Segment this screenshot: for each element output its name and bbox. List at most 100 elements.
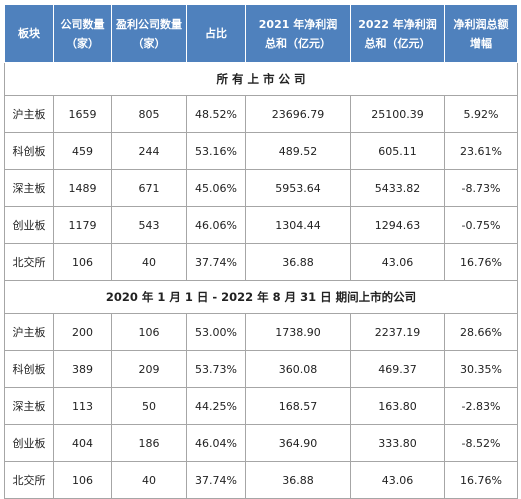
header-line: 总和（亿元） (364, 36, 431, 50)
cell: 36.88 (245, 243, 351, 281)
data-row: 沪主板 200 106 53.00% 1738.90 2237.19 28.66% (4, 313, 518, 351)
cell: 36.88 (245, 461, 351, 499)
cell: 244 (111, 132, 187, 170)
cell: 2237.19 (350, 313, 445, 351)
cell: 1294.63 (350, 206, 445, 244)
header-line: 占比 (205, 27, 227, 40)
header-cell: 盈利公司数量 （家） (111, 4, 187, 63)
header-line: 增幅 (470, 36, 492, 50)
cell: 209 (111, 350, 187, 388)
cell: 深主板 (4, 169, 54, 207)
cell: 28.66% (444, 313, 518, 351)
cell: 1738.90 (245, 313, 351, 351)
table-body: 所 有 上 市 公 司沪主板 1659 805 48.52% 23696.79 25100… (4, 62, 518, 499)
cell: 23696.79 (245, 95, 351, 133)
cell: 5433.82 (350, 169, 445, 207)
cell: 46.04% (186, 424, 246, 462)
cell: 北交所 (4, 461, 54, 499)
cell: 671 (111, 169, 187, 207)
cell: 106 (53, 461, 112, 499)
cell: 459 (53, 132, 112, 170)
header-line: （家） (132, 36, 166, 50)
header-line: 2021 年净利润 (258, 17, 338, 31)
cell: 16.76% (444, 243, 518, 281)
cell: 360.08 (245, 350, 351, 388)
cell: 37.74% (186, 243, 246, 281)
cell: 30.35% (444, 350, 518, 388)
cell: 48.52% (186, 95, 246, 133)
cell: 40 (111, 461, 187, 499)
section-title: 2020 年 1 月 1 日 - 2022 年 8 月 31 日 期间上市的公司 (4, 280, 518, 314)
cell: 科创板 (4, 132, 54, 170)
cell: 469.37 (350, 350, 445, 388)
data-row: 深主板 1489 671 45.06% 5953.64 5433.82 -8.73% (4, 169, 518, 207)
cell: 深主板 (4, 387, 54, 425)
header-line: 净利润总额 (453, 17, 509, 31)
cell: 113 (53, 387, 112, 425)
cell: 45.06% (186, 169, 246, 207)
header-line: （家） (66, 36, 99, 50)
cell: 404 (53, 424, 112, 462)
cell: 186 (111, 424, 187, 462)
cell: 1489 (53, 169, 112, 207)
header-line: 盈利公司数量 (116, 17, 182, 31)
cell: -2.83% (444, 387, 518, 425)
cell: 106 (111, 313, 187, 351)
section-title: 所 有 上 市 公 司 (4, 62, 518, 96)
cell: -8.73% (444, 169, 518, 207)
cell: 53.16% (186, 132, 246, 170)
cell: 43.06 (350, 243, 445, 281)
cell: 53.73% (186, 350, 246, 388)
header-line: 公司数量 (60, 17, 105, 31)
data-table: 板块 公司数量 （家） 盈利公司数量 （家） 占比 2021 年净利润 总和（亿元） 2022 … (4, 4, 518, 499)
cell: 805 (111, 95, 187, 133)
header-line: 2022 年净利润 (358, 17, 437, 31)
cell: 200 (53, 313, 112, 351)
cell: 46.06% (186, 206, 246, 244)
cell: 1179 (53, 206, 112, 244)
data-row: 创业板 1179 543 46.06% 1304.44 1294.63 -0.75% (4, 206, 518, 244)
cell: 106 (53, 243, 112, 281)
cell: 5953.64 (245, 169, 351, 207)
cell: 1659 (53, 95, 112, 133)
cell: 605.11 (350, 132, 445, 170)
header-cell: 公司数量 （家） (53, 4, 112, 63)
header-line: 板块 (18, 27, 40, 40)
header-cell: 2021 年净利润 总和（亿元） (245, 4, 351, 63)
cell: 43.06 (350, 461, 445, 499)
header-line: 总和（亿元） (265, 36, 331, 50)
header-cell: 2022 年净利润 总和（亿元） (350, 4, 445, 63)
cell: 50 (111, 387, 187, 425)
cell: 5.92% (444, 95, 518, 133)
cell: 543 (111, 206, 187, 244)
cell: -0.75% (444, 206, 518, 244)
cell: 364.90 (245, 424, 351, 462)
cell: 163.80 (350, 387, 445, 425)
data-row: 北交所 106 40 37.74% 36.88 43.06 16.76% (4, 461, 518, 499)
cell: 168.57 (245, 387, 351, 425)
cell: 北交所 (4, 243, 54, 281)
data-row: 科创板 459 244 53.16% 489.52 605.11 23.61% (4, 132, 518, 170)
cell: 53.00% (186, 313, 246, 351)
cell: 创业板 (4, 424, 54, 462)
cell: 1304.44 (245, 206, 351, 244)
header-cell: 占比 (186, 4, 246, 63)
cell: 科创板 (4, 350, 54, 388)
cell: 333.80 (350, 424, 445, 462)
table-header: 板块 公司数量 （家） 盈利公司数量 （家） 占比 2021 年净利润 总和（亿元） 2022 … (4, 4, 518, 63)
data-row: 科创板 389 209 53.73% 360.08 469.37 30.35% (4, 350, 518, 388)
cell: 489.52 (245, 132, 351, 170)
header-cell: 净利润总额 增幅 (444, 4, 518, 63)
cell: 40 (111, 243, 187, 281)
section-row: 所 有 上 市 公 司 (4, 62, 518, 96)
cell: -8.52% (444, 424, 518, 462)
header-row: 板块 公司数量 （家） 盈利公司数量 （家） 占比 2021 年净利润 总和（亿元） 2022 … (4, 4, 518, 63)
cell: 16.76% (444, 461, 518, 499)
cell: 44.25% (186, 387, 246, 425)
section-row: 2020 年 1 月 1 日 - 2022 年 8 月 31 日 期间上市的公司 (4, 280, 518, 314)
cell: 沪主板 (4, 95, 54, 133)
cell: 37.74% (186, 461, 246, 499)
cell: 25100.39 (350, 95, 445, 133)
cell: 创业板 (4, 206, 54, 244)
